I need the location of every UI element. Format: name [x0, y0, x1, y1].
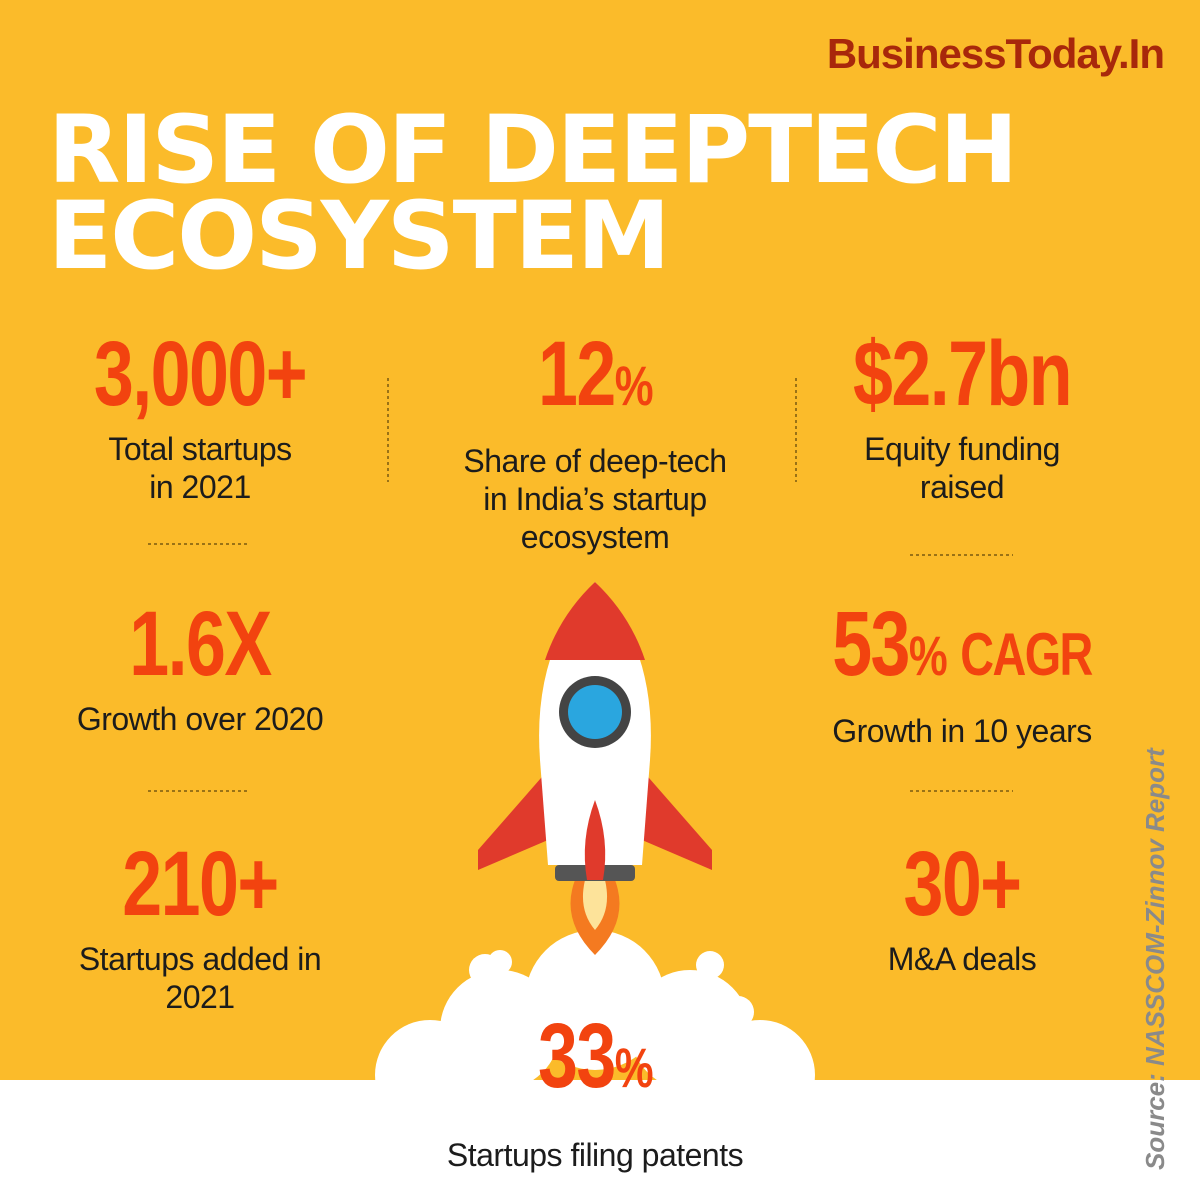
unit: % [908, 624, 948, 687]
number: 1.6X [129, 593, 272, 695]
unit: % [614, 1036, 654, 1099]
label-line: ecosystem [520, 519, 670, 555]
stat-number: 210+ [36, 838, 364, 930]
number: 33 [537, 1005, 616, 1107]
number: 53 [832, 593, 910, 695]
title: RISE OF DEEPTECH ECOSYSTEM [48, 96, 1018, 291]
stat-number: 3,000+ [36, 328, 364, 420]
stat-label: Startups filing patents [385, 1136, 805, 1174]
number: 3,000+ [93, 323, 308, 425]
stat-label: M&A deals [752, 940, 1172, 978]
label-line: raised [919, 469, 1005, 505]
number: 210+ [122, 833, 279, 935]
stat-number: 12% [431, 328, 759, 432]
stat-label: Growth in 10 years [752, 712, 1172, 750]
stat: $2.7bn Equity funding raised [752, 328, 1172, 506]
label-line: Growth in 10 years [832, 713, 1092, 749]
stat-number: 53% CAGR [798, 598, 1126, 702]
stat-label: Share of deep-tech in India’s startup ecos… [385, 442, 805, 556]
number: $2.7bn [853, 323, 1073, 425]
unit: % [614, 354, 654, 417]
label-line: in India’s startup [483, 481, 707, 517]
label-line: in 2021 [149, 469, 251, 505]
stat-label: Equity funding raised [752, 430, 1172, 506]
stat-number: 1.6X [36, 598, 364, 690]
label-line: Startups filing patents [446, 1137, 744, 1173]
stat-number: $2.7bn [798, 328, 1126, 420]
label-line: Growth over 2020 [76, 701, 324, 737]
stat: 210+ Startups added in 2021 [0, 838, 410, 1016]
label-line: Startups added in [78, 941, 322, 977]
number: 12 [537, 323, 616, 425]
label-line: Share of deep-tech [463, 443, 727, 479]
brand: BusinessToday.In [826, 30, 1165, 77]
stat: 12% Share of deep-tech in India’s startup e… [385, 328, 805, 556]
stat: 1.6X Growth over 2020 [0, 598, 410, 738]
title-line: RISE OF DEEPTECH [48, 96, 1018, 205]
label-line: M&A deals [887, 941, 1037, 977]
stat-label: Startups added in 2021 [0, 940, 410, 1016]
label-line: 2021 [165, 979, 235, 1015]
stat: 33% Startups filing patents [385, 1010, 805, 1174]
stat: 3,000+ Total startups in 2021 [0, 328, 410, 506]
label-line: Total startups [108, 431, 292, 467]
stat-number: 30+ [798, 838, 1126, 930]
title-line: ECOSYSTEM [48, 182, 670, 291]
number: 30+ [903, 833, 1022, 935]
suffix: CAGR [960, 621, 1093, 688]
label-line: Equity funding [864, 431, 1060, 467]
stat: 53% CAGR Growth in 10 years [752, 598, 1172, 750]
stat-label: Growth over 2020 [0, 700, 410, 738]
stat: 30+ M&A deals [752, 838, 1172, 978]
stat-label: Total startups in 2021 [0, 430, 410, 506]
stat-number: 33% [431, 1010, 759, 1114]
